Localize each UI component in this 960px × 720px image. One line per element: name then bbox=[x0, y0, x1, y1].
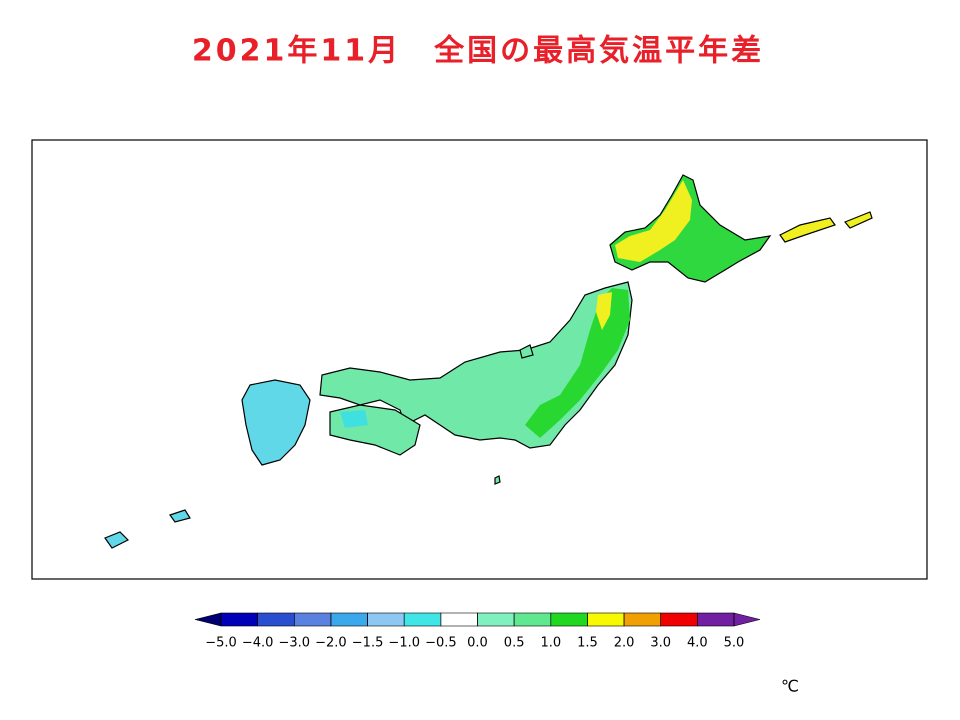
unit-label: ℃ bbox=[781, 677, 799, 696]
colorbar-bin bbox=[293, 612, 332, 627]
japan-map bbox=[104, 174, 873, 549]
colorbar-bin bbox=[330, 612, 368, 627]
colorbar-bin bbox=[477, 612, 515, 627]
colorbar-bin bbox=[513, 612, 552, 627]
colorbar-tick-label: 0.0 bbox=[467, 636, 488, 651]
colorbar-tick-label: −4.0 bbox=[242, 636, 274, 651]
colorbar-tick-label: 0.5 bbox=[504, 636, 525, 651]
colorbar-bin bbox=[257, 612, 295, 627]
colorbar-tick-label: −1.0 bbox=[388, 636, 420, 651]
colorbar-bin bbox=[403, 612, 442, 627]
colorbar-bin bbox=[550, 612, 588, 627]
colorbar-tick-label: −2.0 bbox=[315, 636, 347, 651]
colorbar-tick-label: 2.0 bbox=[614, 636, 635, 651]
colorbar-tick-label: −3.0 bbox=[278, 636, 310, 651]
colorbar-tick-label: 5.0 bbox=[724, 636, 745, 651]
colorbar: −5.0 −4.0 −3.0 −2.0 −1.5 −1.0 −0.5 0.0 0.5 1.0 1.5… bbox=[194, 612, 761, 651]
colorbar-tick-label: −5.0 bbox=[205, 636, 237, 651]
colorbar-bin bbox=[440, 612, 478, 627]
kyushu bbox=[241, 379, 311, 466]
colorbar-tick-label: 1.0 bbox=[540, 636, 561, 651]
colorbar-tick-label: 3.0 bbox=[650, 636, 671, 651]
colorbar-end-high bbox=[733, 612, 761, 627]
colorbar-end-low bbox=[194, 612, 222, 627]
colorbar-bin bbox=[660, 612, 698, 627]
shikoku-cool bbox=[340, 410, 368, 428]
colorbar-bin bbox=[623, 612, 662, 627]
izu-islands bbox=[494, 475, 501, 485]
okinawa bbox=[104, 531, 130, 549]
colorbar-tick-label: −1.5 bbox=[352, 636, 384, 651]
colorbar-bin bbox=[697, 612, 735, 627]
colorbar-tick-label: 1.5 bbox=[577, 636, 598, 651]
colorbar-bin bbox=[587, 612, 625, 627]
kuril bbox=[779, 217, 836, 243]
amami bbox=[169, 509, 191, 523]
colorbar-tick-label: 4.0 bbox=[687, 636, 708, 651]
colorbar-bin bbox=[367, 612, 405, 627]
title: 2021年11月 全国の最高気温平年差 bbox=[192, 34, 764, 69]
colorbar-bin bbox=[220, 612, 258, 627]
kuril-2 bbox=[844, 211, 873, 229]
tohoku-warm bbox=[596, 292, 612, 330]
sado bbox=[519, 344, 534, 359]
colorbar-tick-label: −0.5 bbox=[425, 636, 457, 651]
hokkaido-warm bbox=[615, 180, 692, 262]
